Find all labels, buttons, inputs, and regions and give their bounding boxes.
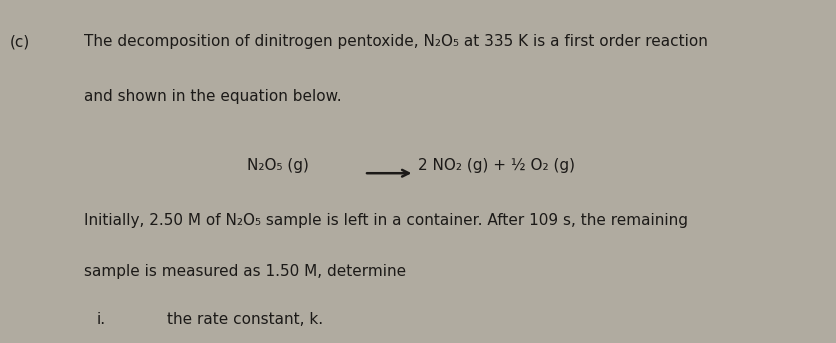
Text: The decomposition of dinitrogen pentoxide, N₂O₅ at 335 K is a first order reacti: The decomposition of dinitrogen pentoxid… bbox=[84, 34, 706, 49]
Text: N₂O₅ (g): N₂O₅ (g) bbox=[247, 158, 308, 173]
Text: the rate constant, k.: the rate constant, k. bbox=[167, 312, 324, 327]
Text: i.: i. bbox=[96, 312, 105, 327]
Text: and shown in the equation below.: and shown in the equation below. bbox=[84, 89, 341, 104]
Text: (c): (c) bbox=[10, 34, 30, 49]
Text: sample is measured as 1.50 M, determine: sample is measured as 1.50 M, determine bbox=[84, 264, 405, 279]
Text: 2 NO₂ (g) + ½ O₂ (g): 2 NO₂ (g) + ½ O₂ (g) bbox=[418, 158, 575, 173]
Text: Initially, 2.50 M of N₂O₅ sample is left in a container. After 109 s, the remain: Initially, 2.50 M of N₂O₅ sample is left… bbox=[84, 213, 687, 228]
